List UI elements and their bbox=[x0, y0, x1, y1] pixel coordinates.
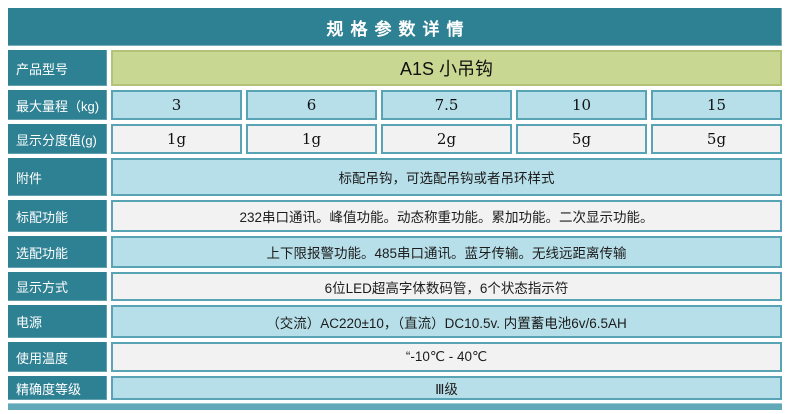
spec-cell: 3 bbox=[111, 90, 242, 120]
spec-cell: 7.5 bbox=[381, 90, 512, 120]
spec-row-label: 选配功能 bbox=[8, 236, 107, 268]
spec-row-label: 显示分度值(g) bbox=[8, 124, 107, 154]
bottom-bar bbox=[8, 403, 782, 410]
spec-row-label: 精确度等级 bbox=[8, 376, 107, 400]
spec-cell: 2g bbox=[381, 124, 512, 154]
spec-cell: 5g bbox=[651, 124, 782, 154]
spec-cell: 15 bbox=[651, 90, 782, 120]
spec-row-label: 电源 bbox=[8, 305, 107, 338]
spec-row-label: 显示方式 bbox=[8, 272, 107, 301]
spec-row-label: 使用温度 bbox=[8, 342, 107, 372]
spec-row-label: 产品型号 bbox=[8, 50, 107, 86]
spec-cell: （交流）AC220±10，（直流）DC10.5v. 内置蓄电池6v/6.5AH bbox=[111, 305, 782, 338]
spec-cell: 6位LED超高字体数码管，6个状态指示符 bbox=[111, 272, 782, 301]
spec-row-label: 最大量程（kg) bbox=[8, 90, 107, 120]
spec-cell: 1g bbox=[246, 124, 377, 154]
spec-table: 产品型号 A1S 小吊钩 最大量程（kg) 3 6 7.5 10 15 显示分度值(g) 1g 1g… bbox=[8, 50, 782, 400]
spec-cell: 5g bbox=[516, 124, 647, 154]
spec-cell: A1S 小吊钩 bbox=[111, 50, 782, 86]
page-title: 规格参数详情 bbox=[326, 19, 471, 39]
spec-cell: “-10℃ - 40℃ bbox=[111, 342, 782, 372]
spec-cell: 10 bbox=[516, 90, 647, 120]
spec-cell: 1g bbox=[111, 124, 242, 154]
spec-cell: 上下限报警功能。485串口通讯。蓝牙传输。无线远距离传输 bbox=[111, 236, 782, 268]
title-bar: 规格参数详情 bbox=[8, 8, 782, 46]
spec-cell: 232串口通讯。峰值功能。动态称重功能。累加功能。二次显示功能。 bbox=[111, 200, 782, 232]
spec-cell: Ⅲ级 bbox=[111, 376, 782, 400]
spec-row-label: 标配功能 bbox=[8, 200, 107, 232]
spec-cell: 标配吊钩，可选配吊钩或者吊环样式 bbox=[111, 158, 782, 196]
spec-cell: 6 bbox=[246, 90, 377, 120]
spec-row-label: 附件 bbox=[8, 158, 107, 196]
